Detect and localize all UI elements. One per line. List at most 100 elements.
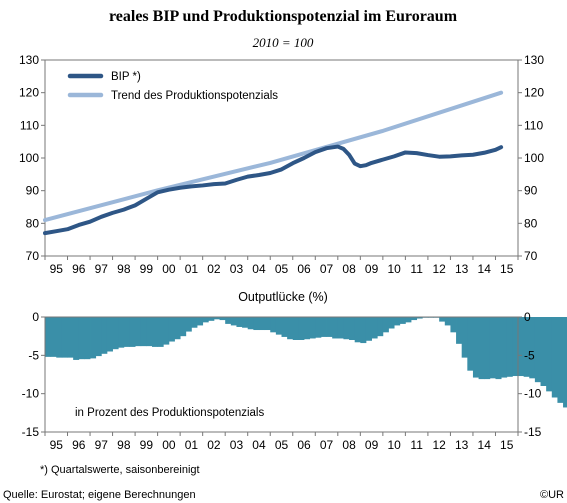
output-gap-bar — [78, 317, 85, 360]
output-gap-bar — [326, 317, 333, 337]
output-gap-bar — [275, 317, 282, 335]
y-tick-label-left: -10 — [22, 387, 40, 401]
x-tick-label: 05 — [275, 262, 289, 276]
legend-label: Trend des Produktionspotenzials — [111, 90, 278, 102]
y-tick-label-right: 120 — [524, 86, 544, 100]
output-gap-bar — [461, 317, 468, 358]
output-gap-bar — [67, 317, 74, 358]
x-tick-label: 03 — [230, 262, 244, 276]
x-tick-label: 14 — [478, 438, 492, 452]
chart-subtitle: 2010 = 100 — [253, 35, 314, 50]
output-gap-bar — [439, 317, 446, 322]
y-tick-label-left: 120 — [19, 86, 39, 100]
output-gap-bar — [146, 317, 153, 347]
y-tick-label-right: 70 — [524, 249, 538, 263]
output-gap-bar — [478, 317, 485, 380]
output-gap-bar — [472, 317, 479, 378]
x-tick-label: 97 — [95, 438, 109, 452]
output-gap-bar — [343, 317, 350, 340]
output-gap-bar — [225, 317, 232, 324]
y-tick-label-right: -5 — [524, 348, 535, 362]
output-gap-bar — [337, 317, 344, 339]
output-gap-bar — [563, 317, 567, 408]
plot-frame — [44, 316, 519, 433]
output-gap-bar — [180, 317, 187, 337]
output-gap-bar — [399, 317, 406, 324]
x-tick-label: 01 — [185, 438, 199, 452]
output-gap-bar — [467, 317, 474, 371]
x-tick-label: 95 — [50, 438, 64, 452]
output-gap-bar — [118, 317, 125, 348]
copyright: ©UR — [540, 489, 564, 501]
y-tick-label-left: 110 — [20, 118, 39, 132]
x-tick-label: 96 — [72, 438, 86, 452]
x-tick-label: 02 — [207, 438, 221, 452]
output-gap-title: Outputlücke (%) — [238, 290, 328, 304]
x-tick-label: 08 — [342, 438, 356, 452]
y-tick-label-left: 80 — [26, 216, 40, 230]
x-tick-label: 99 — [140, 438, 154, 452]
output-gap-bar — [84, 317, 91, 360]
y-tick-label-right: -10 — [524, 387, 542, 401]
x-tick-label: 98 — [117, 262, 131, 276]
output-gap-bar — [287, 317, 294, 340]
output-gap-bar — [546, 317, 553, 392]
y-tick-label-left: 70 — [26, 249, 40, 263]
output-gap-bar — [168, 317, 175, 342]
output-gap-bar — [236, 317, 243, 327]
x-tick-label: 11 — [410, 262, 423, 276]
output-gap-bar — [202, 317, 209, 323]
x-tick-label: 97 — [95, 262, 109, 276]
x-tick-label: 09 — [365, 438, 379, 452]
output-gap-bar — [365, 317, 372, 341]
output-gap-bar — [45, 317, 52, 357]
output-gap-bar — [298, 317, 305, 340]
x-tick-label: 12 — [432, 262, 446, 276]
y-tick-label-right: 90 — [524, 184, 538, 198]
output-gap-bar — [174, 317, 181, 340]
y-tick-label-left: 90 — [26, 184, 40, 198]
x-tick-label: 11 — [410, 438, 423, 452]
output-gap-bar — [135, 317, 142, 347]
output-gap-bar — [354, 317, 361, 343]
x-tick-label: 06 — [297, 262, 311, 276]
x-tick-label: 99 — [140, 262, 154, 276]
output-gap-bar — [163, 317, 170, 345]
output-gap-bar — [484, 317, 491, 380]
x-tick-label: 05 — [275, 438, 289, 452]
x-tick-label: 00 — [162, 262, 176, 276]
output-gap-bar — [258, 317, 266, 331]
output-gap-bar — [332, 317, 339, 339]
output-gap-bar — [304, 317, 311, 340]
y-tick-label-left: -15 — [22, 425, 40, 439]
x-tick-label: 07 — [320, 438, 334, 452]
output-gap-bar — [416, 317, 423, 319]
output-gap-bar — [270, 317, 277, 333]
y-tick-label-right: -15 — [524, 425, 542, 439]
y-tick-label-right: 100 — [524, 151, 544, 165]
x-tick-label: 09 — [365, 262, 379, 276]
output-gap-bar — [394, 317, 401, 326]
output-gap-bar — [61, 317, 68, 358]
output-gap-bar — [264, 317, 271, 331]
output-gap-bar — [73, 317, 80, 360]
output-gap-bar — [191, 317, 198, 328]
output-gap-bar — [219, 317, 226, 321]
output-gap-bar — [129, 317, 136, 347]
x-tick-label: 04 — [252, 262, 266, 276]
output-gap-bar — [501, 317, 508, 378]
output-gap-bar — [208, 317, 215, 321]
x-tick-label: 14 — [478, 262, 492, 276]
y-tick-label-right: 130 — [524, 53, 544, 67]
series-line-trend — [43, 90, 504, 223]
x-tick-label: 08 — [342, 262, 356, 276]
x-tick-label: 01 — [185, 262, 199, 276]
y-tick-label-left: 100 — [19, 151, 39, 165]
x-tick-label: 03 — [230, 438, 244, 452]
output-gap-bar — [157, 317, 164, 347]
output-gap-bar — [360, 317, 367, 344]
x-tick-label: 02 — [207, 262, 221, 276]
output-gap-bar — [506, 317, 513, 377]
